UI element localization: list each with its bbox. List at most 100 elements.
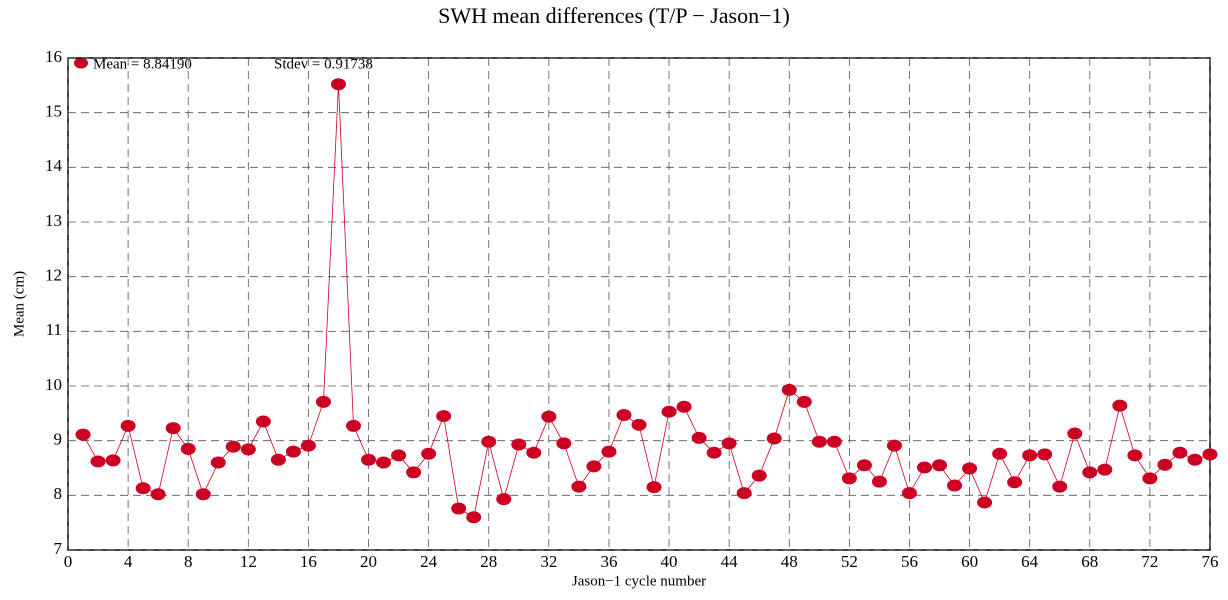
annotation: Mean = 8.84190 <box>93 56 192 72</box>
data-point <box>692 432 707 444</box>
data-point <box>722 437 737 449</box>
data-point <box>647 481 662 493</box>
plot-frame <box>68 58 1210 550</box>
data-point <box>842 472 857 484</box>
data-point <box>752 470 767 482</box>
x-tick-label: 0 <box>64 552 73 571</box>
data-point <box>316 396 331 408</box>
x-tick-label: 60 <box>961 552 978 571</box>
x-tick-label: 28 <box>480 552 497 571</box>
data-point <box>181 443 196 455</box>
y-tick-label: 12 <box>45 266 62 285</box>
data-point <box>271 454 286 466</box>
x-tick-label: 20 <box>360 552 377 571</box>
data-point <box>571 481 586 493</box>
data-point <box>1112 400 1127 412</box>
x-tick-label: 4 <box>124 552 133 571</box>
data-point <box>541 411 556 423</box>
data-point <box>346 420 361 432</box>
data-point <box>106 454 121 466</box>
data-point <box>556 437 571 449</box>
data-point <box>1142 472 1157 484</box>
data-point <box>361 454 376 466</box>
y-tick-label: 9 <box>54 430 63 449</box>
y-tick-label: 11 <box>46 320 62 339</box>
data-point <box>196 488 211 500</box>
data-point <box>436 410 451 422</box>
x-tick-label: 52 <box>841 552 858 571</box>
data-point <box>466 511 481 523</box>
x-axis-label: Jason−1 cycle number <box>572 573 706 589</box>
data-point <box>1172 447 1187 459</box>
data-point <box>331 78 346 90</box>
x-tick-label: 56 <box>901 552 918 571</box>
data-point <box>421 448 436 460</box>
y-tick-label: 7 <box>54 539 63 558</box>
data-point <box>812 436 827 448</box>
data-point <box>586 460 601 472</box>
data-point <box>1187 454 1202 466</box>
data-point <box>526 447 541 459</box>
data-point <box>166 422 181 434</box>
data-point <box>91 455 106 467</box>
data-point <box>616 409 631 421</box>
data-point <box>1022 449 1037 461</box>
x-tick-label: 36 <box>600 552 617 571</box>
x-tick-label: 16 <box>300 552 317 571</box>
data-point <box>76 429 91 441</box>
data-point <box>857 459 872 471</box>
data-point <box>406 466 421 478</box>
data-point <box>151 488 166 500</box>
data-point <box>632 419 647 431</box>
x-tick-label: 44 <box>721 552 739 571</box>
data-point <box>992 448 1007 460</box>
data-point <box>872 476 887 488</box>
x-tick-label: 64 <box>1021 552 1039 571</box>
y-tick-label: 14 <box>45 156 63 175</box>
data-point <box>511 438 526 450</box>
y-tick-label: 16 <box>45 47 62 66</box>
data-point <box>226 441 241 453</box>
data-point <box>121 420 136 432</box>
data-point <box>932 459 947 471</box>
data-point <box>451 502 466 514</box>
data-point <box>391 449 406 461</box>
y-tick-label: 15 <box>45 102 62 121</box>
legend-marker <box>74 58 88 69</box>
y-axis-label: Mean (cm) <box>11 271 27 337</box>
x-tick-label: 12 <box>240 552 257 571</box>
data-point <box>677 401 692 413</box>
data-point <box>1203 448 1218 460</box>
data-point <box>1052 481 1067 493</box>
data-point <box>481 436 496 448</box>
data-point <box>902 487 917 499</box>
y-tick-label: 13 <box>45 211 62 230</box>
data-point <box>767 432 782 444</box>
chart-title: SWH mean differences (T/P − Jason−1) <box>438 3 790 28</box>
data-point <box>241 443 256 455</box>
y-tick-label: 8 <box>54 484 63 503</box>
data-point <box>301 440 316 452</box>
data-point <box>917 461 932 473</box>
data-point <box>1097 464 1112 476</box>
data-point <box>962 463 977 475</box>
data-point <box>1007 476 1022 488</box>
x-tick-label: 8 <box>184 552 193 571</box>
y-tick-label: 10 <box>45 375 62 394</box>
data-point <box>947 479 962 491</box>
data-point <box>797 396 812 408</box>
data-point <box>662 406 677 418</box>
x-tick-label: 68 <box>1081 552 1098 571</box>
data-point <box>1157 459 1172 471</box>
annotation: Stdev = 0.91738 <box>274 56 373 72</box>
data-point <box>1067 428 1082 440</box>
data-point <box>211 457 226 469</box>
x-tick-label: 76 <box>1202 552 1219 571</box>
x-tick-label: 24 <box>420 552 438 571</box>
x-tick-label: 40 <box>661 552 678 571</box>
data-point <box>256 416 271 428</box>
data-point <box>136 482 151 494</box>
data-point <box>977 496 992 508</box>
data-point <box>1037 448 1052 460</box>
